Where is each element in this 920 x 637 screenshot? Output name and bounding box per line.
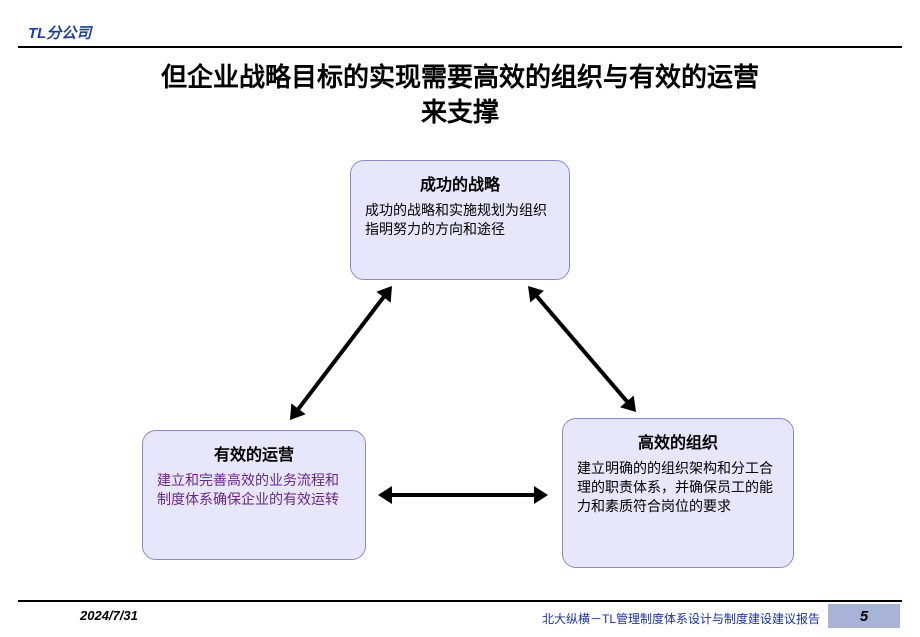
node-operations: 有效的运营 建立和完善高效的业务流程和制度体系确保企业的有效运转 — [142, 430, 366, 560]
title-line-1: 但企业战略目标的实现需要高效的组织与有效的运营 — [161, 62, 759, 92]
header-divider — [18, 46, 902, 48]
slide: TL分公司 但企业战略目标的实现需要高效的组织与有效的运营 来支撑 成功的战略 … — [0, 0, 920, 637]
node-operations-body: 建立和完善高效的业务流程和制度体系确保企业的有效运转 — [157, 471, 351, 509]
node-strategy-title: 成功的战略 — [365, 171, 555, 195]
slide-title: 但企业战略目标的实现需要高效的组织与有效的运营 来支撑 — [72, 60, 848, 130]
node-operations-title: 有效的运营 — [157, 441, 351, 465]
page-number-badge: 5 — [828, 604, 900, 628]
node-strategy-body: 成功的战略和实施规划为组织指明努力的方向和途径 — [365, 201, 555, 239]
page-number: 5 — [860, 608, 868, 625]
title-line-2: 来支撑 — [421, 97, 499, 127]
footer-divider — [18, 600, 902, 602]
header-company-label: TL分公司 — [28, 22, 91, 43]
node-organization-body: 建立明确的的组织架构和分工合理的职责体系，并确保员工的能力和素质符合岗位的要求 — [577, 459, 779, 516]
node-organization: 高效的组织 建立明确的的组织架构和分工合理的职责体系，并确保员工的能力和素质符合… — [562, 418, 794, 568]
node-strategy: 成功的战略 成功的战略和实施规划为组织指明努力的方向和途径 — [350, 160, 570, 280]
node-organization-title: 高效的组织 — [577, 429, 779, 453]
footer-date: 2024/7/31 — [80, 608, 138, 623]
footer-note: 北大纵横－TL管理制度体系设计与制度建设建议报告 — [430, 610, 820, 627]
